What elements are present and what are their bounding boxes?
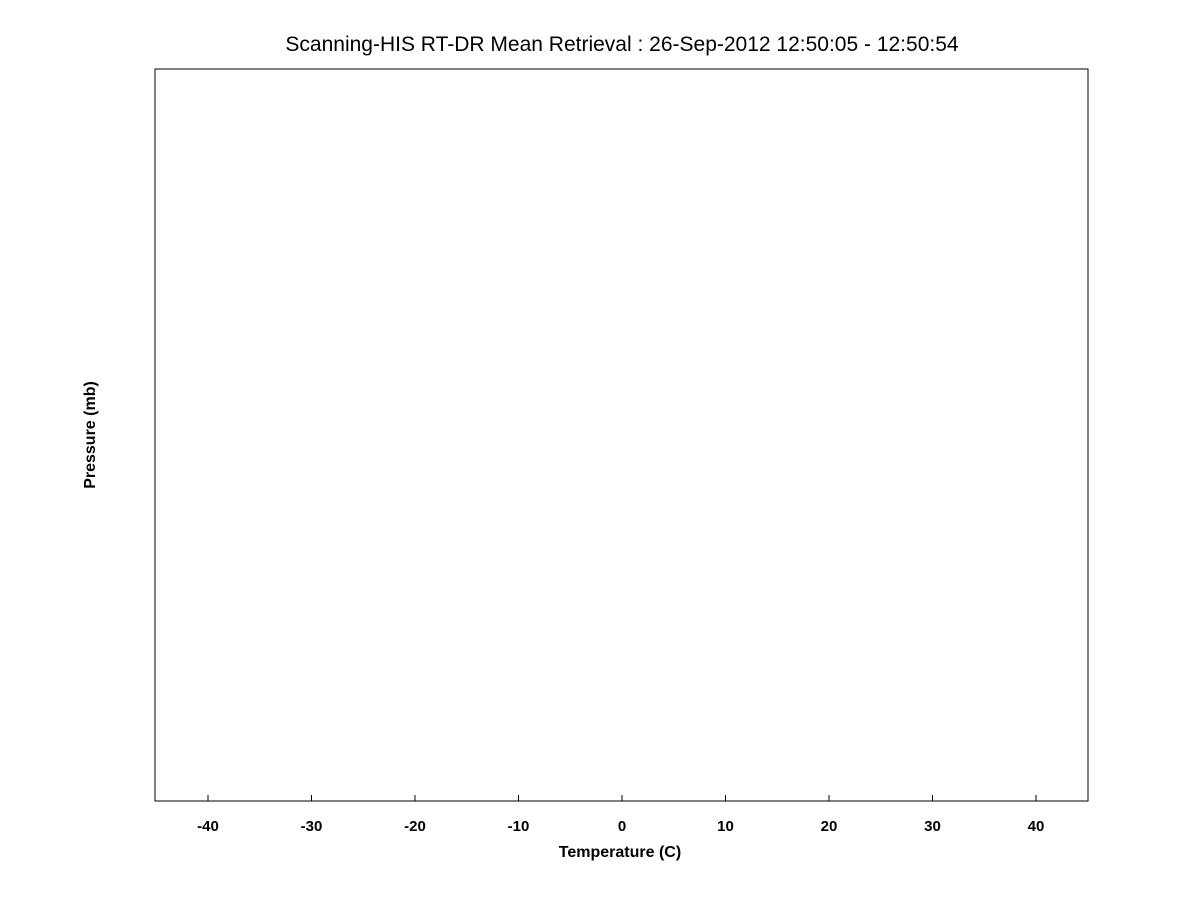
x-axis-label: Temperature (C)	[559, 844, 681, 861]
x-tick-label: -30	[301, 818, 323, 835]
y-axis-label: Pressure (mb)	[82, 381, 99, 489]
chart-title: Scanning-HIS RT-DR Mean Retrieval : 26-S…	[285, 33, 958, 56]
x-tick-label: -40	[197, 818, 219, 835]
x-tick-label: 20	[821, 818, 838, 835]
x-tick-label: 40	[1028, 818, 1045, 835]
x-tick-label: 10	[717, 818, 734, 835]
x-tick-label: 30	[924, 818, 941, 835]
x-tick-label: -20	[404, 818, 426, 835]
x-axis-ticks: -40 -30 -20 -10 0 10 20 30 40	[197, 795, 1044, 835]
plot-frame	[154, 68, 1089, 802]
x-tick-label: -10	[508, 818, 530, 835]
x-tick-label: 0	[618, 818, 626, 835]
